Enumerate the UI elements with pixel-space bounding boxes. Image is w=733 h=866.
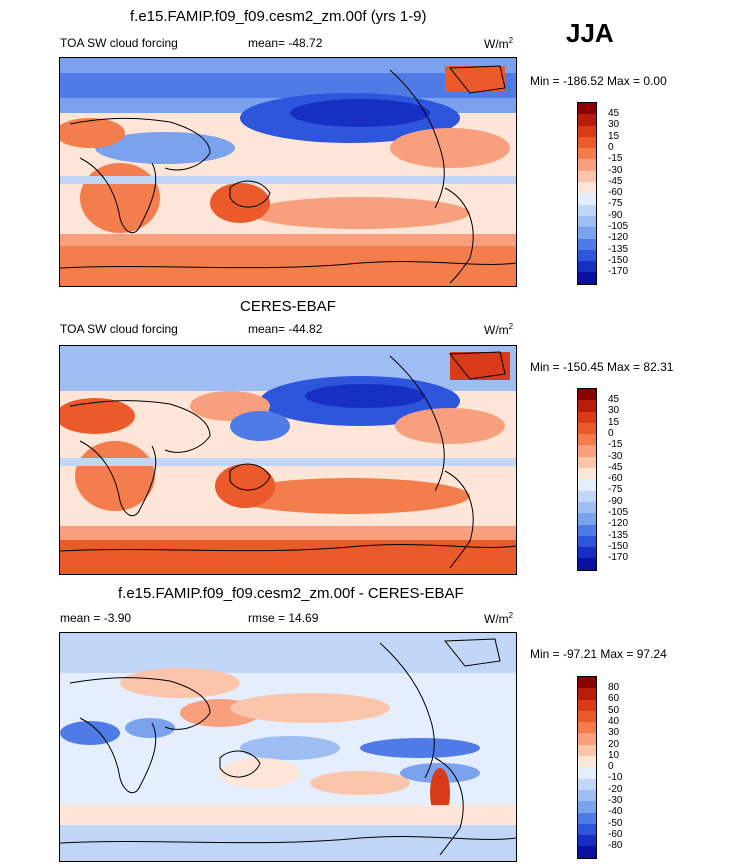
panel3-title: f.e15.FAMIP.f09_f09.cesm2_zm.00f - CERES… [118,585,464,602]
panel1-tick: -170 [608,266,629,277]
panel3-tick: 80 [608,682,620,693]
panel3-range: Min = -97.21 Max = 97.24 [530,647,667,661]
panel1-tick: 15 [608,131,620,142]
panel1-tick: -15 [608,153,623,164]
panel3-colorbar [577,676,597,859]
panel1-units: W/m2 [484,36,514,51]
panel3-tick: 30 [608,727,620,738]
panel1-mean-label: mean= -48.72 [248,36,323,50]
panel1-tick: -60 [608,187,623,198]
panel2-range: Min = -150.45 Max = 82.31 [530,360,674,374]
panel2-tick: 45 [608,394,620,405]
panel3-map [59,632,517,862]
panel1-left-label: TOA SW cloud forcing [60,36,178,50]
panel3-tick: -20 [608,784,623,795]
panel1-tick: 30 [608,119,620,130]
panel3-tick: 50 [608,705,620,716]
panel2-tick: -120 [608,518,629,529]
panel1-tick: -75 [608,198,623,209]
panel2-tick: -60 [608,473,623,484]
panel2-tick: 30 [608,405,620,416]
panel2-tick: -15 [608,439,623,450]
panel2-tick: 15 [608,417,620,428]
panel2-mean-label: mean= -44.82 [248,322,323,336]
panel3-tick: -80 [608,840,623,851]
panel2-tick: -90 [608,496,623,507]
panel2-tick: -75 [608,484,623,495]
panel3-tick: 0 [608,761,614,772]
panel1-tick: -150 [608,255,629,266]
panel1-range: Min = -186.52 Max = 0.00 [530,74,667,88]
panel3-tick: -40 [608,806,623,817]
panel2-tick: -45 [608,462,623,473]
panel2-tick: -150 [608,541,629,552]
panel1-colorbar [577,102,597,285]
panel3-tick: -60 [608,829,623,840]
panel2-left-label: TOA SW cloud forcing [60,322,178,336]
panel1-tick: -135 [608,244,629,255]
season-label: JJA [566,18,614,48]
panel3-mean-label: mean = -3.90 [60,611,132,625]
panel1-tick: 0 [608,142,614,153]
panel3-rmse-label: rmse = 14.69 [248,611,319,625]
panel2-map [59,345,517,575]
panel2-tick: -30 [608,451,623,462]
panel2-tick: 0 [608,428,614,439]
panel3-tick: 60 [608,693,620,704]
panel1-tick: -45 [608,176,623,187]
panel1-tick: -105 [608,221,629,232]
panel1-map [59,57,517,287]
panel1-tick: 45 [608,108,620,119]
panel3-tick: 40 [608,716,620,727]
panel2-tick: -135 [608,530,629,541]
panel3-tick: -50 [608,818,623,829]
panel2-tick: -105 [608,507,629,518]
panel1-tick: -90 [608,210,623,221]
panel2-colorbar [577,388,597,571]
panel2-units: W/m2 [484,322,514,337]
panel2-title: CERES-EBAF [240,298,336,315]
panel3-tick: 20 [608,739,620,750]
panel3-tick: -10 [608,772,623,783]
panel1-tick: -120 [608,232,629,243]
panel1-title: f.e15.FAMIP.f09_f09.cesm2_zm.00f (yrs 1-… [130,8,427,25]
panel1-tick: -30 [608,165,623,176]
panel3-units: W/m2 [484,611,514,626]
panel3-tick: -30 [608,795,623,806]
panel2-tick: -170 [608,552,629,563]
panel3-tick: 10 [608,750,620,761]
